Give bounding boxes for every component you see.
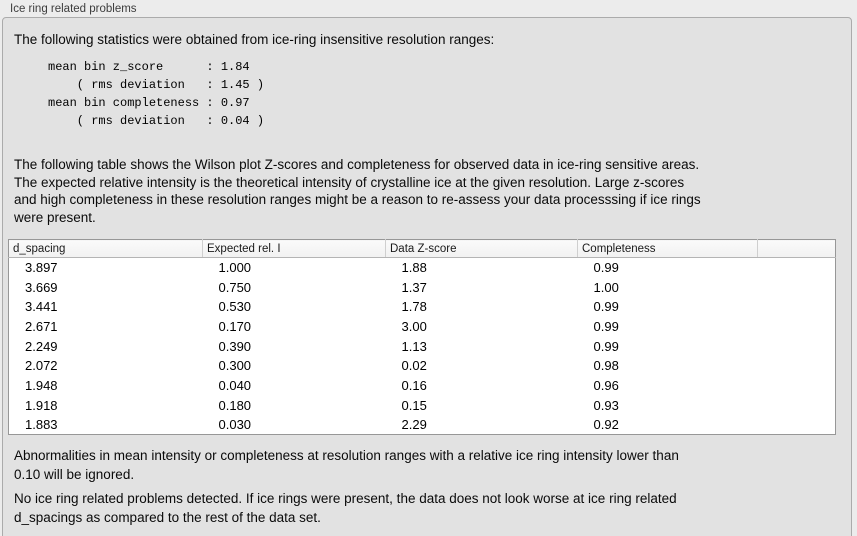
table-row[interactable]: 2.072 0.300 0.02 0.98 [9, 356, 836, 376]
table-row[interactable]: 3.897 1.000 1.88 0.99 [9, 258, 836, 278]
ice-ring-table[interactable]: d_spacing Expected rel. I Data Z-score Comp… [8, 239, 836, 436]
table-cell: 0.98 [593, 358, 619, 374]
table-description-text: The following table shows the Wilson plo… [14, 157, 701, 225]
table-cell: 0.030 [218, 417, 252, 433]
table-cell [758, 277, 836, 297]
stats-summary-block: mean bin z_score : 1.84 ( rms deviation … [48, 60, 265, 128]
table-cell: 3.669 [25, 279, 58, 295]
table-row[interactable]: 1.883 0.030 2.29 0.92 [9, 415, 836, 435]
column-header-empty[interactable] [757, 239, 836, 258]
table-cell [758, 336, 836, 356]
table-cell: 1.948 [25, 377, 58, 393]
table-cell [758, 376, 836, 396]
conclusion-text: No ice ring related problems detected. I… [14, 491, 677, 525]
table-cell: 1.88 [401, 260, 427, 276]
ignore-note-text: Abnormalities in mean intensity or compl… [14, 448, 679, 482]
column-header-expected-rel-i[interactable]: Expected rel. I [202, 239, 386, 258]
table-cell: 0.99 [593, 299, 619, 315]
table-cell: 1.13 [401, 338, 427, 354]
table-cell: 0.170 [218, 318, 252, 334]
table-cell: 0.02 [401, 358, 427, 374]
table-cell: 2.29 [401, 417, 427, 433]
table-cell [758, 297, 836, 317]
table-cell: 0.390 [218, 338, 252, 354]
table-cell: 1.00 [593, 279, 619, 295]
ice-ring-panel: The following statistics were obtained f… [2, 17, 852, 536]
table-row[interactable]: 1.948 0.040 0.16 0.96 [9, 376, 836, 396]
table-cell: 2.072 [25, 358, 58, 374]
table-cell: 1.78 [401, 299, 427, 315]
table-cell [758, 258, 836, 278]
table-cell: 0.99 [593, 260, 619, 276]
table-row[interactable]: 1.918 0.180 0.15 0.93 [9, 395, 836, 415]
table-header-row: d_spacing Expected rel. I Data Z-score Comp… [8, 239, 836, 258]
table-cell: 2.249 [25, 338, 58, 354]
table-cell: 0.99 [593, 338, 619, 354]
table-body: 3.897 1.000 1.88 0.99 3.669 0.750 1.37 1.00 3.44… [9, 258, 836, 435]
table-cell: 1.918 [25, 397, 58, 413]
table-cell: 0.96 [593, 377, 619, 393]
table-row[interactable]: 3.441 0.530 1.78 0.99 [9, 297, 836, 317]
table-cell: 3.897 [25, 260, 58, 276]
table-cell: 2.671 [25, 318, 58, 334]
table-cell: 0.530 [218, 299, 252, 315]
table-cell: 3.441 [25, 299, 58, 315]
table-cell: 1.000 [218, 260, 252, 276]
table-cell: 0.15 [401, 397, 427, 413]
table-cell: 0.93 [593, 397, 619, 413]
table-row[interactable]: 2.671 0.170 3.00 0.99 [9, 317, 836, 337]
table-cell: 0.750 [218, 279, 252, 295]
table-cell: 1.37 [401, 279, 427, 295]
table-cell: 3.00 [401, 318, 427, 334]
column-header-completeness[interactable]: Completeness [577, 239, 758, 258]
table-cell: 0.16 [401, 377, 427, 393]
table-cell [758, 317, 836, 337]
table-row[interactable]: 3.669 0.750 1.37 1.00 [9, 277, 836, 297]
table-cell: 0.180 [218, 397, 252, 413]
table-cell: 0.300 [218, 358, 252, 374]
table-cell: 1.883 [25, 417, 58, 433]
table-cell [758, 356, 836, 376]
group-box-title: Ice ring related problems [10, 3, 137, 15]
table-cell: 0.92 [593, 417, 619, 433]
column-header-data-z-score[interactable]: Data Z-score [385, 239, 578, 258]
column-header-d-spacing[interactable]: d_spacing [8, 239, 203, 258]
table-row[interactable]: 2.249 0.390 1.13 0.99 [9, 336, 836, 356]
table-cell [758, 395, 836, 415]
table-cell: 0.040 [218, 377, 252, 393]
table-cell: 0.99 [593, 318, 619, 334]
table-cell [758, 415, 836, 435]
stats-intro-text: The following statistics were obtained f… [14, 32, 495, 47]
